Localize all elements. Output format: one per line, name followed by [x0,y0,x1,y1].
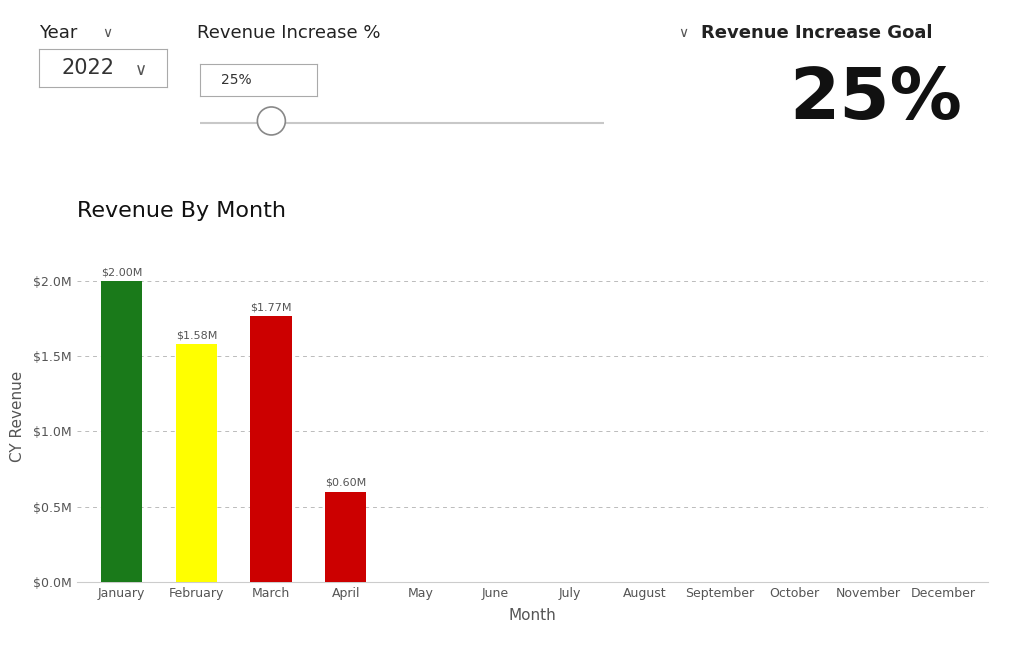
Text: $2.00M: $2.00M [101,268,142,278]
Text: Revenue Increase Goal: Revenue Increase Goal [701,24,933,42]
Text: $1.77M: $1.77M [250,302,292,312]
Bar [251,316,292,582]
Text: ∨: ∨ [678,26,688,40]
Text: $0.60M: $0.60M [325,478,367,488]
X-axis label: Month: Month [509,608,556,623]
Text: 25%: 25% [221,73,252,87]
Text: ∨: ∨ [102,26,113,40]
Text: 2022: 2022 [61,58,115,78]
Bar [176,344,217,582]
Text: 25%: 25% [790,65,962,134]
Text: Revenue By Month: Revenue By Month [77,202,286,221]
Text: ∨: ∨ [135,61,147,79]
Y-axis label: CY Revenue: CY Revenue [10,371,25,462]
Text: Year: Year [39,24,77,42]
Bar [101,281,142,582]
Text: Revenue Increase %: Revenue Increase % [197,24,380,42]
Bar [326,492,367,582]
Text: $1.58M: $1.58M [176,330,217,340]
